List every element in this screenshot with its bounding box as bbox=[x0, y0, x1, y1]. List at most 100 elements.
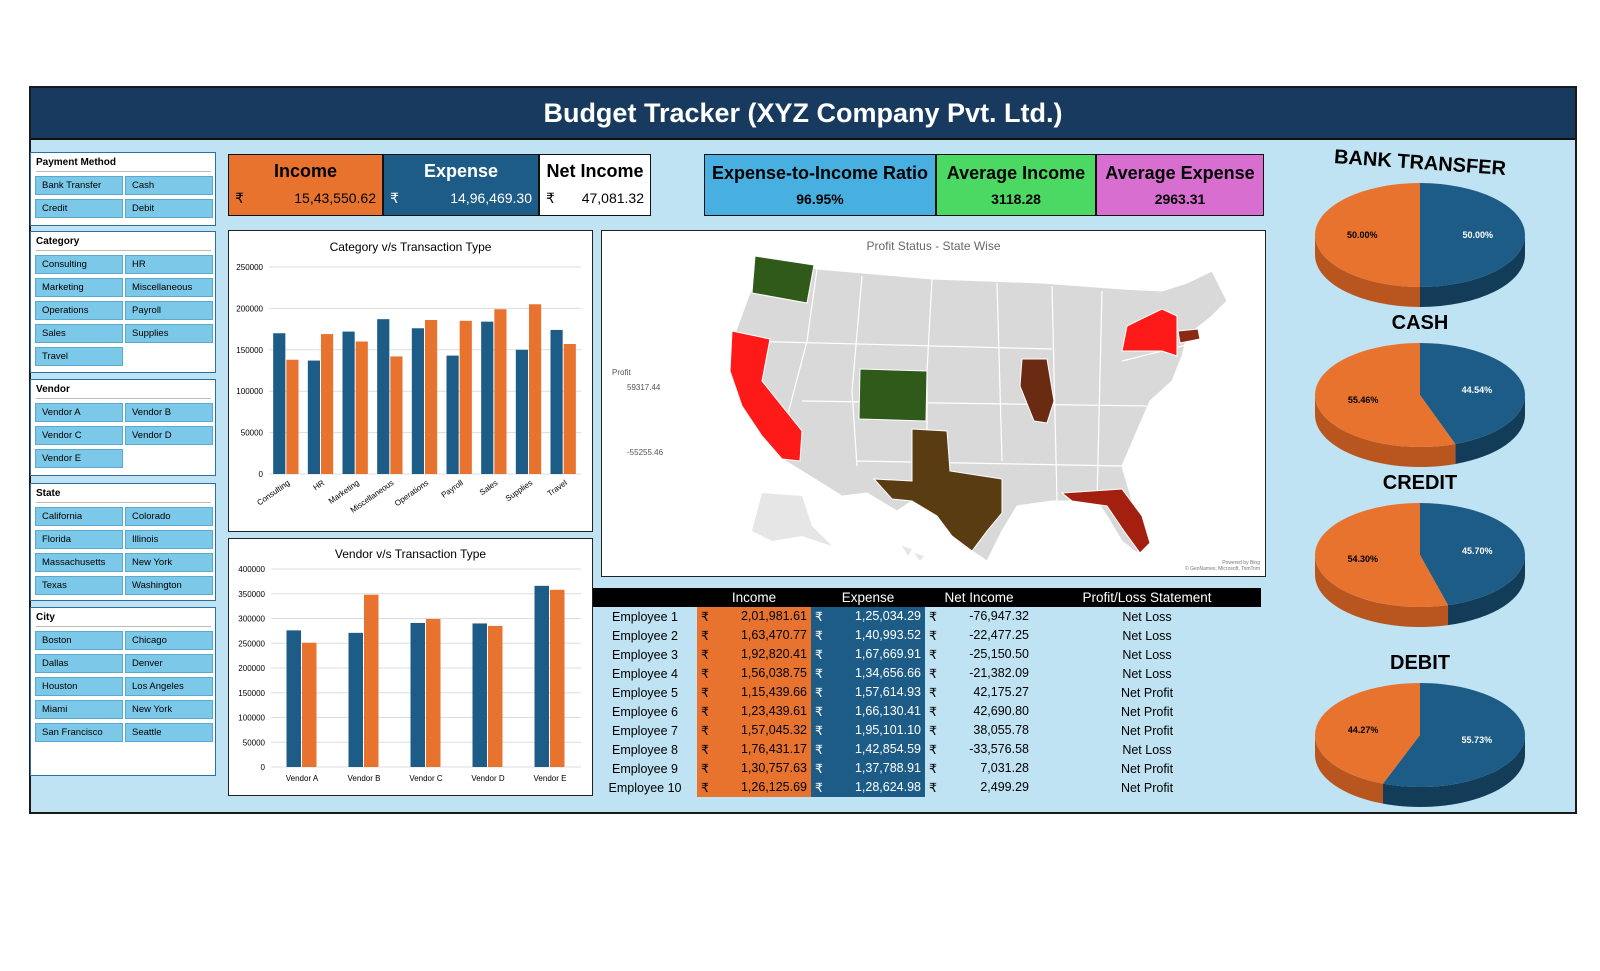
income-cell: ₹2,01,981.61 bbox=[697, 607, 811, 626]
expense-label: Expense bbox=[423, 161, 499, 181]
net-income-value: -25,150.50 bbox=[969, 647, 1029, 661]
category-bar-chart: 0 50000 100000 150000 200000 250000 Consulting… bbox=[236, 263, 581, 515]
pie-side bbox=[1315, 555, 1449, 627]
avg-expense-value: 2963.31 bbox=[1154, 191, 1206, 207]
slicer-button-los-angeles[interactable]: Los Angeles bbox=[125, 677, 213, 696]
slicer-button-illinois[interactable]: Illinois bbox=[125, 530, 213, 549]
slicer-button-miscellaneous[interactable]: Miscellaneous bbox=[125, 278, 213, 297]
slicer-button-debit[interactable]: Debit bbox=[125, 199, 213, 218]
status-cell: Net Loss bbox=[1033, 664, 1261, 683]
income-cell: ₹1,92,820.41 bbox=[697, 645, 811, 664]
expense-value: 1,67,669.91 bbox=[854, 647, 921, 661]
slicer-button-massachusetts[interactable]: Massachusetts bbox=[35, 553, 123, 572]
bar-consulting-series-2 bbox=[286, 359, 299, 474]
bar-hr-series-1 bbox=[307, 360, 320, 474]
expense-cell: ₹1,66,130.41 bbox=[811, 702, 925, 721]
bar-vendor-e-series-1 bbox=[534, 585, 549, 767]
bar-marketing-series-1 bbox=[342, 331, 355, 474]
slicer-button-marketing[interactable]: Marketing bbox=[35, 278, 123, 297]
bar-vendor-c-series-1 bbox=[410, 622, 425, 767]
employee-name: Employee 9 bbox=[593, 759, 697, 778]
slicer-button-chicago[interactable]: Chicago bbox=[125, 631, 213, 650]
expense-income-ratio-card: Expense-to-Income Ratio 96.95% bbox=[704, 154, 936, 216]
pie-slice-orange bbox=[1315, 503, 1449, 607]
currency-symbol: ₹ bbox=[701, 667, 709, 681]
currency-symbol: ₹ bbox=[929, 762, 937, 776]
x-tick-label: HR bbox=[312, 478, 327, 492]
slicer-button-cash[interactable]: Cash bbox=[125, 176, 213, 195]
slicer-button-seattle[interactable]: Seattle bbox=[125, 723, 213, 742]
slicer-button-vendor-d[interactable]: Vendor D bbox=[125, 426, 213, 445]
slicer-title: Payment Method bbox=[36, 157, 211, 172]
bar-vendor-b-series-1 bbox=[348, 632, 363, 767]
slicer-button-vendor-b[interactable]: Vendor B bbox=[125, 403, 213, 422]
slicer-button-dallas[interactable]: Dallas bbox=[35, 654, 123, 673]
status-cell: Net Loss bbox=[1033, 626, 1261, 645]
income-value: 1,15,439.66 bbox=[740, 685, 807, 699]
slicer-button-consulting[interactable]: Consulting bbox=[35, 255, 123, 274]
expense-value: 1,57,614.93 bbox=[854, 685, 921, 699]
slicer-button-travel[interactable]: Travel bbox=[35, 347, 123, 366]
slicer-button-florida[interactable]: Florida bbox=[35, 530, 123, 549]
slicer-button-washington[interactable]: Washington bbox=[125, 576, 213, 595]
slicer-button-vendor-c[interactable]: Vendor C bbox=[35, 426, 123, 445]
pie-title-credit: CREDIT bbox=[1382, 472, 1458, 494]
slicer-button-miami[interactable]: Miami bbox=[35, 700, 123, 719]
slicer-button-denver[interactable]: Denver bbox=[125, 654, 213, 673]
slicer-title: Vendor bbox=[36, 384, 211, 399]
income-value: 1,23,439.61 bbox=[740, 704, 807, 718]
slicer-button-hr[interactable]: HR bbox=[125, 255, 213, 274]
net-income-cell: ₹38,055.78 bbox=[925, 721, 1033, 740]
table-row: Employee 6 ₹1,23,439.61 ₹1,66,130.41 ₹42,69… bbox=[593, 702, 1261, 721]
slicer-button-texas[interactable]: Texas bbox=[35, 576, 123, 595]
table-header-row: Income Expense Net Income Profit/Loss St… bbox=[593, 588, 1261, 607]
pie-label-orange: 54.30% bbox=[1348, 554, 1379, 564]
usa-mainland bbox=[731, 260, 1228, 562]
status-cell: Net Profit bbox=[1033, 702, 1261, 721]
pie-slice-blue bbox=[1383, 683, 1525, 787]
pie-label-orange: 44.27% bbox=[1348, 725, 1379, 735]
slicer-button-san-francisco[interactable]: San Francisco bbox=[35, 723, 123, 742]
net-income-value: 2,499.29 bbox=[980, 780, 1029, 794]
state-illinois bbox=[1019, 358, 1055, 424]
vendor-chart: Vendor v/s Transaction Type 0 50000 100000… bbox=[228, 538, 593, 796]
slicer-button-payroll[interactable]: Payroll bbox=[125, 301, 213, 320]
slicer-button-sales[interactable]: Sales bbox=[35, 324, 123, 343]
currency-symbol: ₹ bbox=[929, 629, 937, 643]
currency-symbol: ₹ bbox=[815, 629, 823, 643]
col-header-expense: Expense bbox=[811, 588, 925, 607]
currency-symbol: ₹ bbox=[815, 705, 823, 719]
slicer-button-colorado[interactable]: Colorado bbox=[125, 507, 213, 526]
slicer-button-operations[interactable]: Operations bbox=[35, 301, 123, 320]
net-income-value: -21,382.09 bbox=[969, 666, 1029, 680]
slicer-button-bank-transfer[interactable]: Bank Transfer bbox=[35, 176, 123, 195]
y-tick-label: 100000 bbox=[236, 387, 263, 396]
bar-payroll-series-2 bbox=[459, 320, 472, 474]
slicer-button-boston[interactable]: Boston bbox=[35, 631, 123, 650]
income-value: 1,26,125.69 bbox=[740, 780, 807, 794]
slicer-button-california[interactable]: California bbox=[35, 507, 123, 526]
slicer-button-supplies[interactable]: Supplies bbox=[125, 324, 213, 343]
status-cell: Net Profit bbox=[1033, 759, 1261, 778]
pie-side bbox=[1455, 395, 1525, 464]
slicer-button-new-york[interactable]: New York bbox=[125, 553, 213, 572]
currency-symbol: ₹ bbox=[701, 705, 709, 719]
income-value: 1,56,038.75 bbox=[740, 666, 807, 680]
bar-vendor-e-series-2 bbox=[550, 589, 565, 767]
slicer-button-credit[interactable]: Credit bbox=[35, 199, 123, 218]
net-income-value: 42,175.27 bbox=[973, 685, 1029, 699]
expense-value: 1,40,993.52 bbox=[854, 628, 921, 642]
status-cell: Net Profit bbox=[1033, 778, 1261, 797]
slicer-button-new-york[interactable]: New York bbox=[125, 700, 213, 719]
employee-name: Employee 2 bbox=[593, 626, 697, 645]
slicer-button-houston[interactable]: Houston bbox=[35, 677, 123, 696]
x-tick-label: Vendor A bbox=[286, 774, 319, 783]
pie-title-cash: CASH bbox=[1391, 312, 1449, 334]
pie-slice-orange bbox=[1315, 343, 1456, 447]
slicer-button-vendor-e[interactable]: Vendor E bbox=[35, 449, 123, 468]
bar-vendor-d-series-2 bbox=[488, 625, 503, 767]
slicer-button-vendor-a[interactable]: Vendor A bbox=[35, 403, 123, 422]
income-cell: ₹1,76,431.17 bbox=[697, 740, 811, 759]
map-legend-max: 59317.44 bbox=[627, 383, 661, 392]
income-cell: ₹1,30,757.63 bbox=[697, 759, 811, 778]
